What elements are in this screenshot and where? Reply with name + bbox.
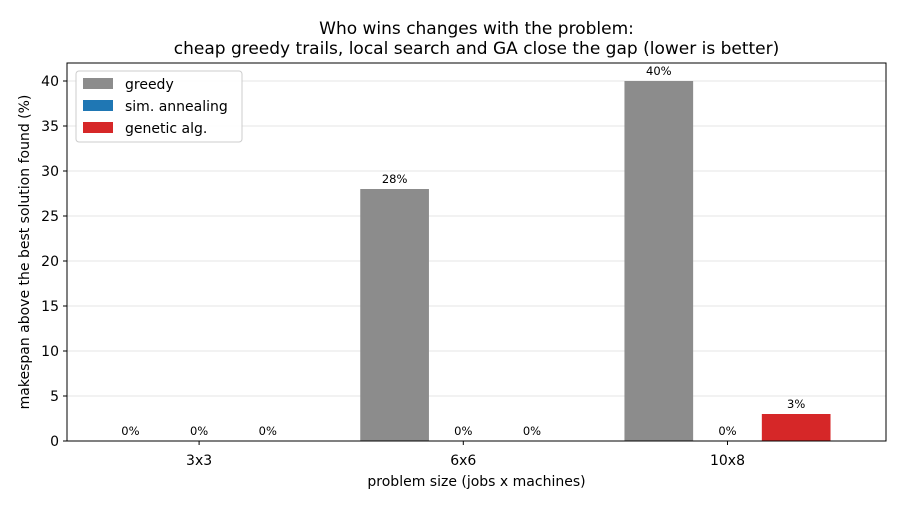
bars — [360, 81, 831, 441]
bar-value-label: 28% — [382, 172, 408, 186]
y-tick-label: 5 — [50, 389, 59, 405]
y-tick-label: 15 — [41, 299, 59, 315]
y-tick-label: 25 — [41, 209, 59, 225]
chart-subtitle: cheap greedy trails, local search and GA… — [174, 39, 780, 59]
x-axis-label: problem size (jobs x machines) — [367, 474, 585, 490]
legend-label: sim. annealing — [125, 99, 228, 115]
y-tick-label: 20 — [41, 254, 59, 270]
data-labels: 0% 0% 0% 28% 0% 0% 40% 0% 3% — [121, 64, 805, 438]
legend-swatch — [83, 78, 113, 89]
y-tick-label: 0 — [50, 434, 59, 450]
x-tick-label: 10x8 — [710, 453, 745, 469]
chart-title: Who wins changes with the problem: — [319, 19, 634, 39]
y-tick-label: 40 — [41, 74, 59, 90]
bar-value-label: 3% — [787, 397, 805, 411]
bar-value-label: 40% — [646, 64, 672, 78]
x-tick-label: 6x6 — [450, 453, 476, 469]
x-axis-ticks: 3x3 6x6 10x8 — [186, 441, 745, 469]
legend-swatch — [83, 122, 113, 133]
y-axis-ticks: 0 5 10 15 20 25 30 35 40 — [41, 74, 67, 450]
legend-box — [75, 70, 243, 143]
y-tick-label: 35 — [41, 119, 59, 135]
bar-value-label: 0% — [259, 424, 277, 438]
bar — [360, 189, 429, 441]
y-axis-label: makespan above the best solution found (… — [17, 95, 33, 410]
legend-swatch — [83, 100, 113, 111]
plot-area-frame — [66, 62, 887, 442]
bar-value-label: 0% — [121, 424, 139, 438]
bar-value-label: 0% — [454, 424, 472, 438]
legend-label: genetic alg. — [125, 121, 207, 137]
legend-label: greedy — [125, 77, 174, 93]
bar — [761, 414, 831, 441]
bar — [624, 81, 694, 441]
bar-value-label: 0% — [718, 424, 736, 438]
y-tick-label: 30 — [41, 164, 59, 180]
bar-value-label: 0% — [523, 424, 541, 438]
bar-value-label: 0% — [190, 424, 208, 438]
y-tick-label: 10 — [41, 344, 59, 360]
legend: greedy sim. annealing genetic alg. — [75, 70, 243, 143]
x-tick-label: 3x3 — [186, 453, 212, 469]
